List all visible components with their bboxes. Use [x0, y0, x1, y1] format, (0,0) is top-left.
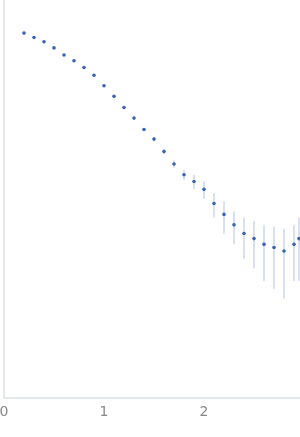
svg-text:1: 1 — [100, 403, 109, 419]
svg-text:0: 0 — [8, 403, 9, 419]
svg-text:2: 2 — [200, 403, 209, 419]
